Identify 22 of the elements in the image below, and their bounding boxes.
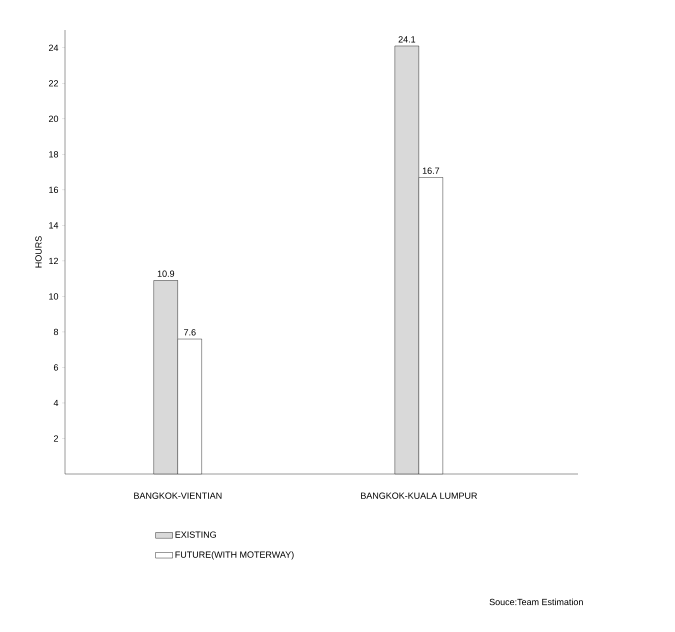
- y-tick-label: 18: [49, 151, 58, 158]
- data-label: 24.1: [398, 36, 416, 42]
- y-axis-title: HOURS: [35, 236, 42, 268]
- y-tick-label: 4: [54, 400, 58, 406]
- data-label: 16.7: [422, 168, 440, 174]
- y-tick-label: 10: [49, 293, 58, 300]
- data-label: 10.9: [158, 270, 174, 277]
- y-tick-label: 2: [54, 435, 58, 442]
- data-label: 7.6: [184, 329, 196, 336]
- y-tick-label: 12: [49, 258, 58, 264]
- y-tick-label: 8: [54, 328, 58, 336]
- legend-label: FUTURE(WITH MOTERWAY): [176, 551, 294, 560]
- y-tick-label: 22: [48, 80, 58, 86]
- x-tick-label: BANGKOK-KUALA LUMPUR: [361, 492, 478, 499]
- y-tick-label: 14: [49, 222, 58, 228]
- y-tick-label: 6: [54, 364, 58, 371]
- text: Souce:Team Estimation: [490, 598, 583, 606]
- x-tick-label: BANGKOK-VIENTIAN: [134, 492, 222, 499]
- y-tick-label: 16: [49, 186, 58, 194]
- y-tick-label: 20: [48, 116, 58, 122]
- y-tick-label: 24: [48, 44, 58, 51]
- legend-label: EXISTING: [176, 531, 216, 538]
